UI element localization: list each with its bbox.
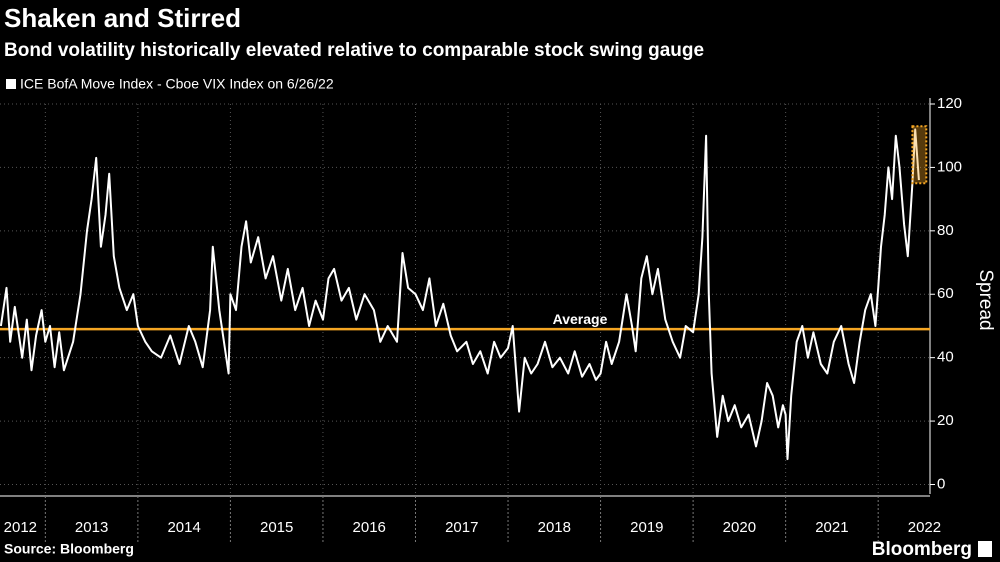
x-tick-label: 2014 <box>167 519 200 536</box>
source: Source: Bloomberg <box>4 541 134 557</box>
y-tick-label: 60 <box>937 285 954 302</box>
legend-swatch <box>6 79 16 89</box>
y-axis-label: Spread <box>975 269 996 330</box>
x-tick-label: 2017 <box>445 519 478 536</box>
x-tick-label: 2016 <box>353 519 386 536</box>
chart-subtitle: Bond volatility historically elevated re… <box>4 40 704 61</box>
x-tick-label: 2020 <box>723 519 756 536</box>
x-tick-label: 2022 <box>908 519 941 536</box>
x-tick-label: 2019 <box>630 519 663 536</box>
brand: Bloomberg <box>872 539 972 560</box>
x-tick-label: 2015 <box>260 519 293 536</box>
y-tick-label: 20 <box>937 412 954 429</box>
x-tick-label: 2018 <box>538 519 571 536</box>
x-tick-label: 2013 <box>75 519 108 536</box>
y-tick-label: 40 <box>937 349 954 366</box>
x-tick-label: 2012 <box>4 519 37 536</box>
brand-icon <box>978 541 992 557</box>
x-tick-label: 2021 <box>815 519 848 536</box>
legend-label: ICE BofA Move Index - Cboe VIX Index on … <box>20 76 334 92</box>
highlight-box <box>911 125 928 185</box>
y-tick-label: 0 <box>937 475 945 492</box>
chart-title: Shaken and Stirred <box>4 3 241 33</box>
average-label: Average <box>553 311 608 327</box>
y-tick-label: 80 <box>937 222 954 239</box>
y-tick-label: 120 <box>937 95 962 112</box>
data-line <box>0 128 920 461</box>
y-tick-label: 100 <box>937 158 962 175</box>
